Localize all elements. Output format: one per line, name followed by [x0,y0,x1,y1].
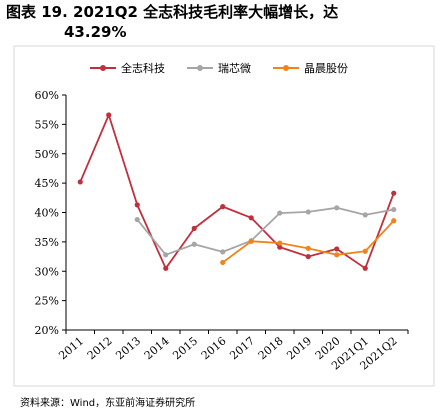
legend-item-jingchen: 晶晨股份 [273,60,348,76]
plot-frame [13,45,435,387]
series-0-point [391,190,397,196]
legend-swatch-jingchen [273,63,299,73]
series-2-point [220,259,226,266]
series-2-point [362,248,368,254]
series-0-point [277,244,283,250]
series-2-point [277,240,283,246]
x-tick-label: 2015 [170,334,200,362]
series-line-1 [136,206,394,256]
y-tick-label: 25% [35,295,59,308]
x-tick-label: 2013 [113,334,143,362]
series-0-point [220,204,226,210]
legend-swatch-ruixinwei [187,63,213,73]
series-1-point [305,209,311,215]
x-tick-label: 2014 [142,334,172,362]
series-0-point [106,112,112,118]
series-0-point [362,265,368,271]
legend-label-ruixinwei: 瑞芯微 [218,62,251,75]
series-line-0 [79,114,395,270]
x-tick-label: 2011 [56,334,86,362]
x-tick-label: 2018 [256,334,286,362]
series-2-point [248,238,254,244]
series-1-point [277,210,283,216]
chart-legend: 全志科技 瑞芯微 晶晨股份 [90,59,390,77]
legend-swatch-quanzhi [90,63,116,73]
series-0-point [334,246,340,252]
legend-label-quanzhi: 全志科技 [121,62,165,75]
series-0-point [134,202,140,208]
y-tick-label: 55% [35,118,59,131]
series-0-point [248,215,254,221]
series-1-point [191,241,197,247]
legend-item-quanzhi: 全志科技 [90,60,165,76]
x-tick-label: 2017 [227,334,257,362]
series-1-point [163,252,169,258]
legend-label-jingchen: 晶晨股份 [304,62,348,75]
x-tick-label: 2016 [199,334,229,362]
y-tick-label: 35% [35,236,59,249]
y-tick-label: 50% [35,148,59,161]
series-0-point [77,179,83,185]
source-note: 资料来源：Wind，东亚前海证券研究所 [20,398,196,409]
y-tick-label: 60% [35,89,59,102]
series-1-point [134,216,140,223]
series-2-point [391,218,397,224]
series-1-point [391,206,397,213]
x-tick-label: 2019 [284,334,314,362]
figure-title: 图表 19. 2021Q2 全志科技毛利率大幅增长，达 43.29% [6,2,442,42]
y-tick-label: 20% [35,324,59,337]
y-tick-label: 45% [35,177,59,190]
series-0-point [305,253,311,260]
series-1-point [362,212,368,218]
legend-item-ruixinwei: 瑞芯微 [187,60,251,76]
figure-title-line1: 图表 19. 2021Q2 全志科技毛利率大幅增长，达 [6,3,339,21]
series-1-point [220,249,226,255]
series-0-point [191,225,197,231]
series-0-point [163,265,169,271]
series-2-point [334,252,340,258]
x-tick-label: 2012 [85,334,115,362]
y-tick-label: 30% [35,265,59,278]
series-2-point [305,245,311,251]
figure-title-line2: 43.29% [64,23,127,41]
series-1-point [334,205,340,211]
y-tick-label: 40% [35,207,59,220]
